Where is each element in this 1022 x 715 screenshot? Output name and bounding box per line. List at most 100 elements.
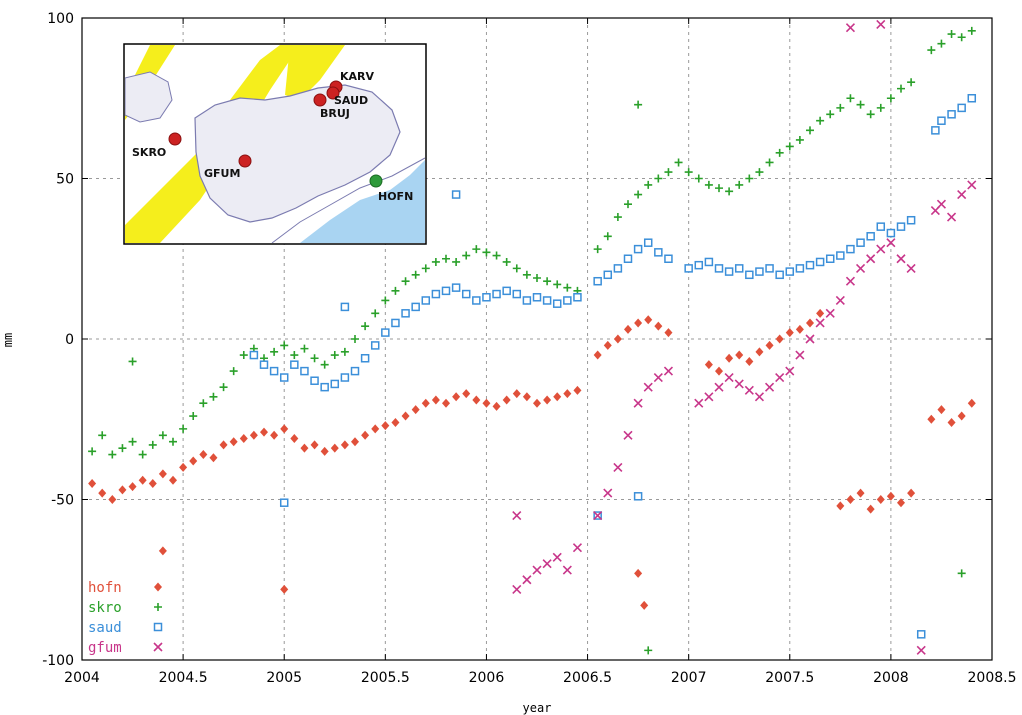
data-point-saud [866, 232, 875, 241]
data-point-skro [431, 257, 440, 266]
legend-label-saud: saud [88, 620, 122, 636]
inset-map: KARV SAUD BRUJ SKRO GFUM HOFN [123, 43, 427, 245]
data-point-gfum [825, 308, 835, 318]
data-point-skro [836, 103, 845, 112]
x-tick-label: 2004.5 [159, 670, 208, 686]
data-point-skro [735, 180, 744, 189]
data-point-skro [169, 437, 177, 446]
data-point-skro [755, 168, 764, 177]
data-point-saud [967, 94, 977, 103]
data-point-hofn [158, 469, 167, 479]
data-point-skro [401, 277, 410, 286]
x-tick-label: 2007 [671, 670, 707, 686]
data-point-gfum [835, 295, 845, 306]
data-point-saud [805, 260, 815, 270]
data-point-skro [553, 280, 562, 289]
data-point-skro [128, 437, 137, 446]
legend-markers [153, 582, 163, 652]
data-point-hofn [543, 395, 552, 405]
data-point-gfum [714, 382, 724, 392]
data-point-gfum [896, 254, 906, 264]
data-point-hofn [179, 462, 188, 472]
data-point-hofn [573, 385, 582, 395]
data-point-gfum [805, 334, 815, 344]
station-label-gfum: GFUM [204, 167, 240, 180]
data-point-hofn [927, 414, 936, 424]
data-point-saud [886, 228, 896, 238]
data-point-hofn [644, 315, 653, 325]
data-point-saud [360, 354, 370, 363]
data-point-gfum [866, 254, 876, 264]
data-point-hofn [522, 392, 531, 402]
data-point-gfum [936, 199, 947, 209]
data-point-skro [381, 296, 390, 305]
volcanic-zone-north [285, 45, 345, 100]
data-point-saud [664, 254, 673, 263]
data-point-skro [391, 286, 400, 295]
data-point-saud [279, 498, 289, 507]
data-point-saud [931, 126, 940, 135]
data-point-hofn [603, 340, 612, 350]
data-point-skro [442, 254, 450, 263]
data-point-hofn [735, 350, 744, 360]
data-point-skro [684, 168, 693, 177]
data-point-skro [179, 424, 188, 433]
data-point-skro [765, 158, 774, 167]
data-point-hofn [381, 421, 390, 431]
data-point-skro [128, 357, 137, 366]
data-point-saud [937, 116, 946, 125]
data-point-skro [502, 257, 511, 266]
data-point-hofn [88, 478, 97, 488]
station-bruj-marker [313, 93, 327, 107]
data-point-saud [300, 366, 309, 376]
data-point-skro [806, 126, 814, 135]
data-point-skro [88, 447, 97, 456]
data-point-hofn [138, 475, 147, 485]
data-point-saud [745, 270, 754, 280]
data-point-gfum [886, 238, 896, 248]
x-tick-label: 2004 [64, 670, 100, 686]
data-point-saud [370, 341, 380, 350]
data-point-hofn [98, 488, 107, 498]
data-point-saud [381, 328, 390, 337]
data-point-hofn [492, 401, 501, 411]
data-point-hofn [361, 430, 370, 440]
data-point-skro [644, 180, 653, 189]
data-point-hofn [765, 340, 774, 350]
data-point-saud [603, 270, 613, 280]
data-point-hofn [640, 600, 649, 610]
data-point-gfum [694, 398, 704, 408]
data-point-skro [330, 351, 339, 360]
data-point-hofn [219, 440, 228, 450]
data-point-saud [836, 251, 845, 260]
data-point-saud [441, 286, 451, 296]
data-point-skro [664, 168, 673, 177]
data-point-skro [270, 347, 279, 356]
station-saud-marker [326, 86, 340, 100]
data-point-hofn [897, 498, 905, 508]
y-tick-label: 50 [56, 172, 74, 188]
data-point-saud [350, 366, 360, 376]
data-point-skro [361, 322, 370, 331]
data-point-hofn [502, 395, 511, 405]
data-point-skro [239, 351, 248, 360]
data-point-saud [401, 309, 410, 318]
data-point-hofn [452, 392, 461, 402]
data-point-gfum [967, 180, 977, 190]
data-point-hofn [785, 328, 794, 338]
data-point-saud [906, 215, 916, 225]
data-point-saud [310, 376, 319, 385]
data-point-gfum [653, 372, 663, 383]
data-point-hofn [411, 405, 420, 415]
data-point-gfum [663, 366, 674, 376]
data-point-skro [138, 450, 147, 459]
data-point-hofn [907, 488, 916, 498]
data-point-saud [694, 260, 704, 270]
legend-label-skro: skro [88, 600, 122, 616]
data-point-gfum [876, 19, 886, 29]
data-point-hofn [209, 453, 218, 463]
data-point-skro [482, 248, 491, 257]
data-point-gfum [785, 366, 795, 376]
data-point-skro [937, 39, 946, 48]
